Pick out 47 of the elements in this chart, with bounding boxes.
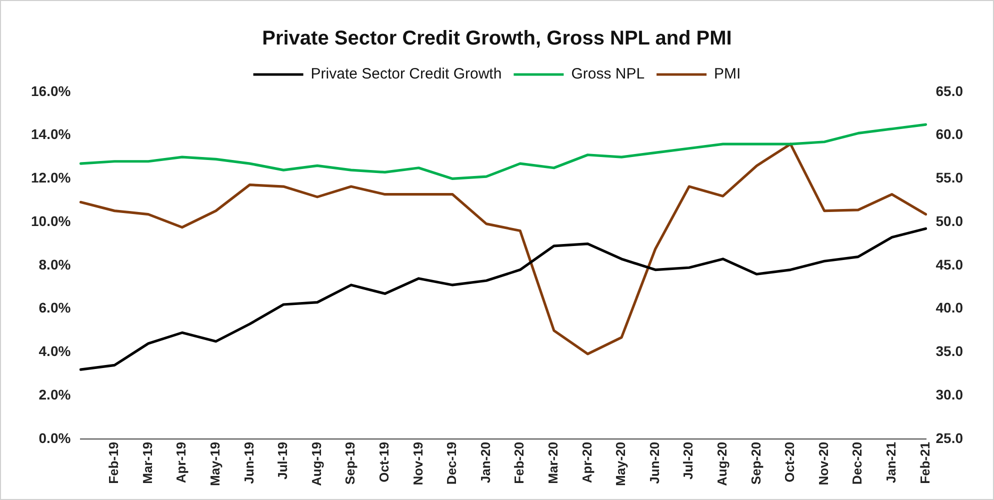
x-tick-label: Mar-19 [140, 442, 155, 484]
y-tick-label: 2.0% [38, 386, 72, 402]
y2-tick-label: 65.0 [936, 82, 964, 99]
x-tick-label: Jun-20 [646, 442, 662, 484]
x-tick-label: Jul-19 [275, 442, 290, 480]
y-tick-label: 14.0% [30, 126, 72, 142]
y2-tick-label: 35.0 [936, 343, 964, 360]
y-tick-label: 12.0% [30, 170, 72, 186]
x-tick-label: Mar-20 [546, 442, 561, 484]
y-tick-label: 8.0% [38, 256, 72, 272]
x-tick-label: Jun-19 [241, 442, 256, 484]
y2-tick-label: 30.0 [936, 386, 964, 402]
y2-tick-label: 50.0 [936, 212, 964, 229]
legend-label: Private Sector Credit Growth [310, 66, 502, 83]
y2-tick-label: 55.0 [936, 170, 964, 186]
x-tick-label: Jul-20 [680, 442, 696, 480]
y2-tick-label: 40.0 [936, 300, 964, 316]
x-tick-label: Jan-20 [478, 442, 493, 484]
y-tick-label: 4.0% [38, 343, 72, 360]
x-tick-label: May-19 [207, 442, 222, 486]
y-tick-label: 0.0% [38, 430, 72, 446]
x-tick-label: Oct-19 [376, 442, 392, 482]
y2-tick-label: 60.0 [936, 126, 964, 142]
x-tick-label: Oct-20 [782, 442, 798, 482]
x-tick-label: Aug-19 [308, 442, 324, 486]
y-tick-label: 6.0% [38, 300, 72, 316]
chart-title: Private Sector Credit Growth, Gross NPL and PMI [262, 28, 732, 50]
x-tick-label: May-20 [613, 442, 628, 486]
x-tick-label: Feb-19 [106, 442, 122, 484]
x-tick-label: Dec-19 [444, 442, 460, 485]
x-tick-label: Nov-20 [816, 442, 831, 486]
y2-tick-label: 25.0 [936, 430, 964, 446]
x-tick-label: Sep-19 [342, 442, 358, 485]
y-tick-label: 16.0% [30, 82, 72, 99]
x-tick-label: Feb-20 [512, 442, 527, 484]
x-tick-label: Sep-20 [748, 442, 764, 485]
legend-label: Gross NPL [571, 66, 645, 83]
x-tick-label: Aug-20 [714, 442, 730, 486]
y2-tick-label: 45.0 [936, 256, 964, 272]
y-tick-label: 10.0% [30, 212, 72, 229]
x-tick-label: Apr-20 [579, 442, 594, 484]
x-tick-label: Nov-19 [410, 442, 426, 486]
x-tick-label: Dec-20 [850, 442, 865, 485]
x-tick-label: Jan-21 [884, 442, 899, 484]
legend-label: PMI [714, 66, 741, 83]
x-tick-label: Apr-19 [174, 442, 189, 484]
x-tick-label: Feb-21 [917, 442, 932, 484]
